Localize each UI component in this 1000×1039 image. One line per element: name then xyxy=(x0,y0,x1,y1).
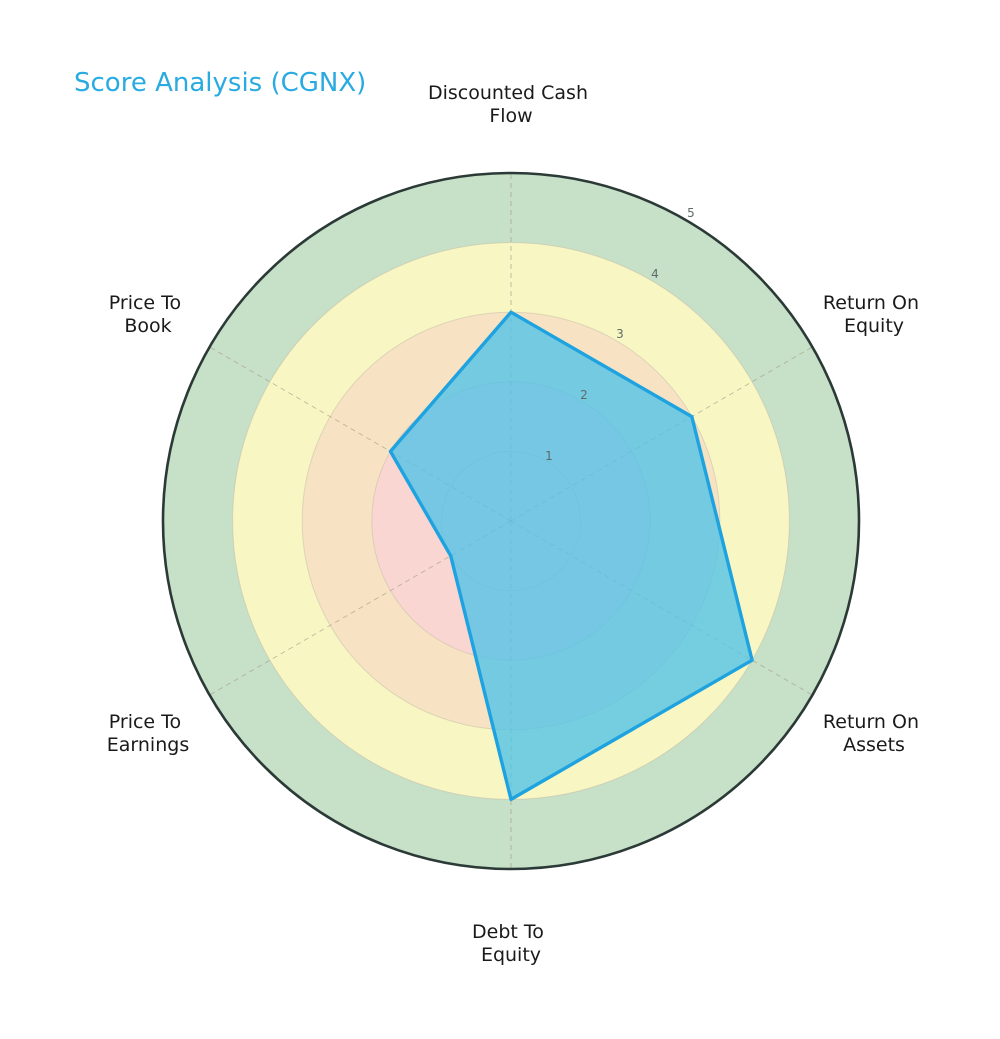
axis-label-discounted-cash-flow: Discounted Cash Flow xyxy=(428,82,594,127)
tick-label-1: 1 xyxy=(545,449,553,463)
axis-label-return-on-assets: Return On Assets xyxy=(823,711,925,756)
tick-label-3: 3 xyxy=(616,327,624,341)
tick-label-4: 4 xyxy=(651,267,659,281)
axis-label-price-to-earnings: Price To Earnings xyxy=(107,711,189,756)
radial-tick-labels: 1 2 3 4 5 xyxy=(545,206,695,463)
series-polygon-cgnx xyxy=(388,310,754,802)
axis-label-debt-to-equity: Debt To Equity xyxy=(472,921,550,966)
tick-label-2: 2 xyxy=(580,388,588,402)
tick-label-5: 5 xyxy=(687,206,695,220)
axis-labels: Discounted Cash Flow Return On Equity Re… xyxy=(107,82,925,966)
page-title: Score Analysis (CGNX) xyxy=(74,68,367,98)
axis-label-return-on-equity: Return On Equity xyxy=(823,292,925,337)
axis-label-price-to-book: Price To Book xyxy=(109,292,187,337)
outer-ring xyxy=(161,171,861,871)
